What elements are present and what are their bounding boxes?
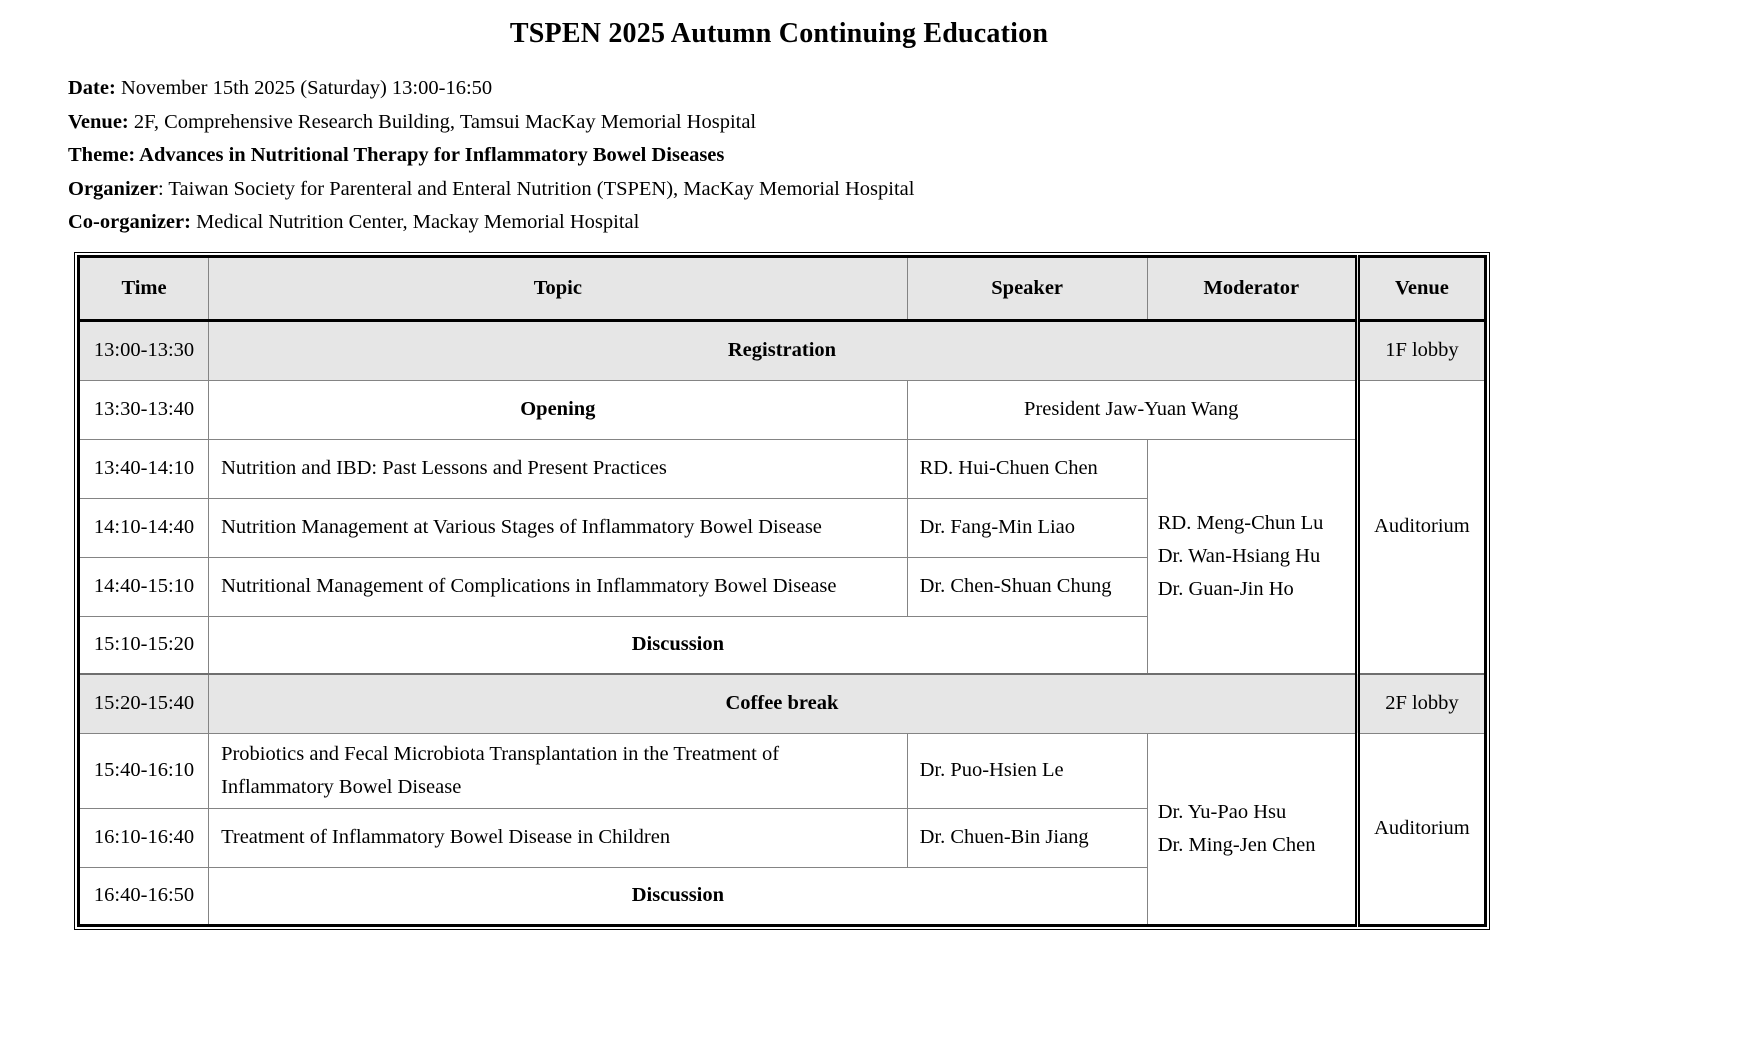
info-theme-value: Advances in Nutritional Therapy for Infl… xyxy=(135,144,725,166)
info-coorganizer: Co-organizer: Medical Nutrition Center, … xyxy=(68,206,1490,240)
row-registration: 13:00-13:30 Registration 1F lobby xyxy=(77,319,1487,381)
time-cell: 15:20-15:40 xyxy=(77,673,210,734)
speaker-cell: Dr. Chen-Shuan Chung xyxy=(906,556,1148,617)
document-page: TSPEN 2025 Autumn Continuing Education D… xyxy=(68,0,1490,930)
moderator-name: Dr. Ming-Jen Chen xyxy=(1157,833,1316,856)
info-venue-value: 2F, Comprehensive Research Building, Tam… xyxy=(128,110,757,133)
speaker-cell-opening: President Jaw-Yuan Wang xyxy=(906,379,1358,440)
topic-cell-discussion: Discussion xyxy=(208,866,1148,926)
col-header-speaker: Speaker xyxy=(906,255,1148,322)
info-organizer-value: : Taiwan Society for Parenteral and Ente… xyxy=(157,177,915,200)
topic-cell: Probiotics and Fecal Microbiota Transpla… xyxy=(208,732,908,809)
info-coorganizer-label: Co-organizer: xyxy=(68,211,191,233)
time-cell: 14:40-15:10 xyxy=(77,556,210,617)
row-opening: 13:30-13:40 Opening President Jaw-Yuan W… xyxy=(77,379,1487,675)
topic-cell: Nutrition Management at Various Stages o… xyxy=(208,497,908,558)
time-cell: 15:40-16:10 xyxy=(77,732,210,809)
time-cell: 13:30-13:40 xyxy=(77,379,210,440)
topic-cell-opening: Opening xyxy=(208,379,908,440)
col-header-moderator: Moderator xyxy=(1146,255,1358,322)
col-header-venue: Venue xyxy=(1354,255,1487,322)
schedule-table: Time Topic Speaker Moderator Venue 13:00… xyxy=(77,254,1487,927)
info-date-value: November 15th 2025 (Saturday) 13:00-16:5… xyxy=(115,77,493,99)
info-venue: Venue: 2F, Comprehensive Research Buildi… xyxy=(68,106,1490,140)
speaker-cell: Dr. Fang-Min Liao xyxy=(906,497,1148,558)
row-coffee-break: 15:20-15:40 Coffee break 2F lobby xyxy=(77,673,1487,734)
info-theme: Theme: Advances in Nutritional Therapy f… xyxy=(68,139,1490,173)
row-talk5: 16:10-16:40 Treatment of Inflammatory Bo… xyxy=(77,807,1486,868)
row-talk2: 14:10-14:40 Nutrition Management at Vari… xyxy=(77,497,1486,558)
info-coorganizer-value: Medical Nutrition Center, Mackay Memoria… xyxy=(190,211,640,233)
info-date: Date: November 15th 2025 (Saturday) 13:0… xyxy=(68,72,1490,106)
moderator-name: RD. Meng-Chun Lu xyxy=(1157,511,1324,534)
moderator-name: Dr. Wan-Hsiang Hu xyxy=(1157,544,1321,567)
time-cell: 13:40-14:10 xyxy=(77,438,210,499)
topic-cell-registration: Registration xyxy=(208,319,1358,381)
col-header-topic: Topic xyxy=(208,255,908,322)
venue-cell-session2: Auditorium xyxy=(1354,732,1487,926)
topic-cell: Treatment of Inflammatory Bowel Disease … xyxy=(208,807,908,868)
info-theme-label: Theme: xyxy=(68,144,136,166)
time-cell: 16:40-16:50 xyxy=(77,866,210,926)
info-venue-label: Venue: xyxy=(68,110,129,133)
row-talk1: 13:40-14:10 Nutrition and IBD: Past Less… xyxy=(77,438,1486,675)
info-organizer-label: Organizer xyxy=(68,177,158,200)
venue-cell-coffee: 2F lobby xyxy=(1354,673,1487,734)
venue-cell-session1: Auditorium xyxy=(1354,379,1487,675)
page-title: TSPEN 2025 Autumn Continuing Education xyxy=(509,18,1049,49)
info-organizer: Organizer: Taiwan Society for Parenteral… xyxy=(68,173,1490,207)
topic-cell-discussion: Discussion xyxy=(208,615,1148,675)
speaker-cell: Dr. Puo-Hsien Le xyxy=(906,732,1148,809)
moderator-name: Dr. Yu-Pao Hsu xyxy=(1157,800,1287,823)
moderator-name: Dr. Guan-Jin Ho xyxy=(1157,577,1294,600)
row-discussion2: 16:40-16:50 Discussion xyxy=(77,866,1486,926)
col-header-time: Time xyxy=(77,255,210,322)
row-talk4: 15:40-16:10 Probiotics and Fecal Microbi… xyxy=(77,732,1487,926)
moderator-cell-session1: RD. Meng-Chun Lu Dr. Wan-Hsiang Hu Dr. G… xyxy=(1146,438,1358,675)
schedule-table-frame: Time Topic Speaker Moderator Venue 13:00… xyxy=(74,251,1490,930)
topic-cell: Nutrition and IBD: Past Lessons and Pres… xyxy=(208,438,908,499)
table-header-row: Time Topic Speaker Moderator Venue xyxy=(77,255,1487,322)
time-cell: 14:10-14:40 xyxy=(77,497,210,558)
row-talk3: 14:40-15:10 Nutritional Management of Co… xyxy=(77,556,1486,617)
time-cell: 15:10-15:20 xyxy=(77,615,210,675)
time-cell: 13:00-13:30 xyxy=(77,319,210,381)
moderator-cell-session2: Dr. Yu-Pao Hsu Dr. Ming-Jen Chen xyxy=(1146,732,1358,926)
venue-cell-registration: 1F lobby xyxy=(1354,319,1487,381)
time-cell: 16:10-16:40 xyxy=(77,807,210,868)
topic-cell: Nutritional Management of Complications … xyxy=(208,556,908,617)
topic-cell-coffee: Coffee break xyxy=(208,673,1358,734)
speaker-cell: Dr. Chuen-Bin Jiang xyxy=(906,807,1148,868)
event-info: Date: November 15th 2025 (Saturday) 13:0… xyxy=(68,72,1490,240)
speaker-cell: RD. Hui-Chuen Chen xyxy=(906,438,1148,499)
row-discussion1: 15:10-15:20 Discussion xyxy=(77,615,1486,675)
info-date-label: Date: xyxy=(68,77,116,99)
